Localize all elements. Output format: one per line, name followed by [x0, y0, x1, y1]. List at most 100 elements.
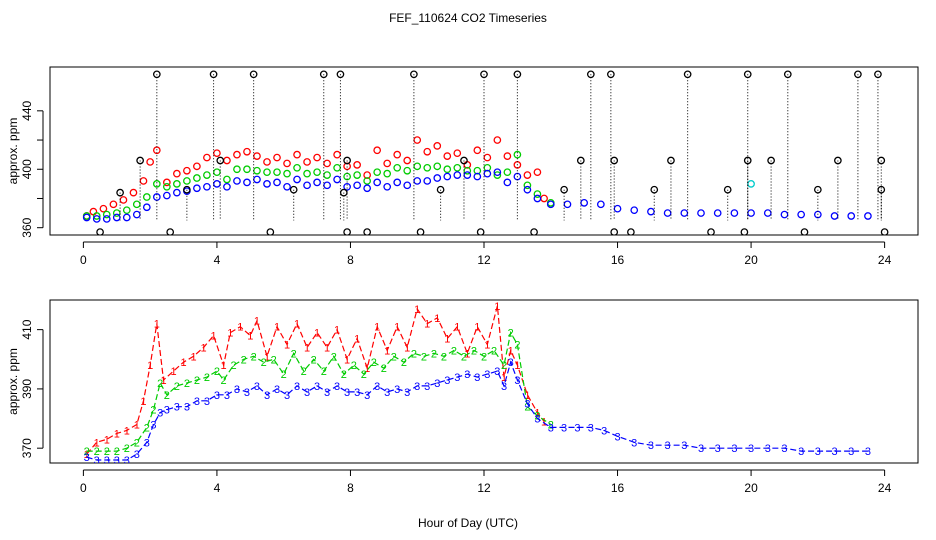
data-point	[273, 153, 281, 162]
point-label: 2	[134, 437, 140, 449]
data-point	[333, 150, 341, 159]
point-label: 1	[354, 334, 360, 346]
data-point	[383, 159, 392, 168]
point-label: 3	[394, 384, 400, 396]
point-label: 3	[234, 384, 240, 396]
point-label: 2	[184, 378, 190, 390]
point-label: 3	[204, 396, 210, 408]
point-label: 1	[114, 428, 120, 440]
data-point	[343, 182, 351, 191]
data-point	[403, 166, 412, 175]
data-point	[613, 204, 622, 213]
x-tick-label: 16	[611, 253, 625, 267]
data-point	[383, 169, 392, 178]
data-point	[293, 150, 301, 159]
data-point	[193, 162, 201, 171]
data-point	[607, 70, 615, 79]
data-point	[136, 156, 144, 165]
data-point	[223, 156, 231, 165]
data-point	[223, 182, 231, 191]
data-point	[353, 181, 361, 190]
point-label: 1	[394, 322, 400, 334]
data-point	[343, 228, 351, 235]
data-point	[233, 165, 241, 174]
point-label: 1	[534, 408, 540, 420]
data-point	[183, 185, 191, 194]
x-tick-label: 16	[611, 481, 625, 495]
data-point	[780, 210, 789, 219]
data-point	[373, 146, 382, 155]
point-label: 3	[474, 372, 480, 384]
data-point	[92, 212, 101, 220]
data-point	[243, 147, 251, 156]
point-label: 3	[534, 414, 540, 426]
point-label: 3	[798, 446, 804, 458]
data-point	[213, 149, 221, 158]
point-label: 3	[681, 440, 687, 452]
data-point	[249, 70, 258, 79]
point-label: 1	[147, 360, 153, 372]
point-label: 2	[508, 328, 514, 340]
point-label: 3	[514, 375, 520, 387]
data-point	[146, 158, 155, 166]
point-label: 3	[274, 384, 280, 396]
point-label: 3	[715, 443, 721, 455]
point-label: 3	[424, 381, 430, 393]
data-point	[293, 163, 301, 172]
data-point	[436, 185, 445, 194]
data-point	[122, 206, 131, 215]
series-mid-level	[82, 150, 555, 220]
figure-title: FEF_110624 CO2 Timeseries	[389, 11, 547, 25]
data-point	[112, 213, 121, 222]
plot-frame	[49, 66, 919, 236]
data-point	[142, 203, 151, 212]
series-upper-level	[82, 136, 548, 220]
data-point	[183, 177, 191, 185]
point-label: 2	[481, 351, 487, 363]
point-label: 3	[631, 437, 637, 449]
data-point	[416, 228, 425, 235]
data-point	[443, 152, 452, 160]
data-point	[152, 180, 161, 188]
data-point	[303, 181, 311, 190]
point-label: 3	[548, 422, 554, 434]
data-point	[303, 158, 311, 166]
point-label: 3	[324, 387, 330, 399]
point-label: 1	[221, 360, 227, 372]
point-label: 3	[404, 387, 410, 399]
data-point	[116, 188, 124, 197]
point-label: 1	[454, 322, 460, 334]
data-point	[96, 228, 104, 235]
point-label: 2	[271, 354, 277, 366]
data-point	[540, 194, 548, 203]
data-point	[303, 169, 311, 178]
point-label: 3	[244, 387, 250, 399]
data-point	[647, 207, 655, 216]
point-label: 2	[231, 360, 237, 372]
data-point	[263, 158, 271, 166]
data-point	[89, 207, 98, 216]
data-point	[864, 212, 872, 220]
data-point	[747, 180, 755, 188]
data-point	[112, 209, 121, 217]
data-point	[363, 228, 372, 235]
point-label: 1	[474, 322, 480, 334]
data-point	[102, 210, 111, 219]
point-label: 3	[454, 372, 460, 384]
point-label: 2	[301, 366, 307, 378]
point-label: 3	[264, 390, 270, 402]
data-point	[697, 209, 705, 217]
point-label: 2	[194, 375, 200, 387]
x-tick-label: 20	[744, 481, 758, 495]
data-point	[580, 199, 589, 207]
data-point	[119, 196, 128, 204]
point-label: 2	[150, 405, 156, 417]
data-point	[203, 171, 211, 179]
data-point	[393, 163, 402, 172]
point-label: 3	[731, 443, 737, 455]
point-label: 3	[374, 381, 380, 393]
data-point	[142, 193, 151, 201]
